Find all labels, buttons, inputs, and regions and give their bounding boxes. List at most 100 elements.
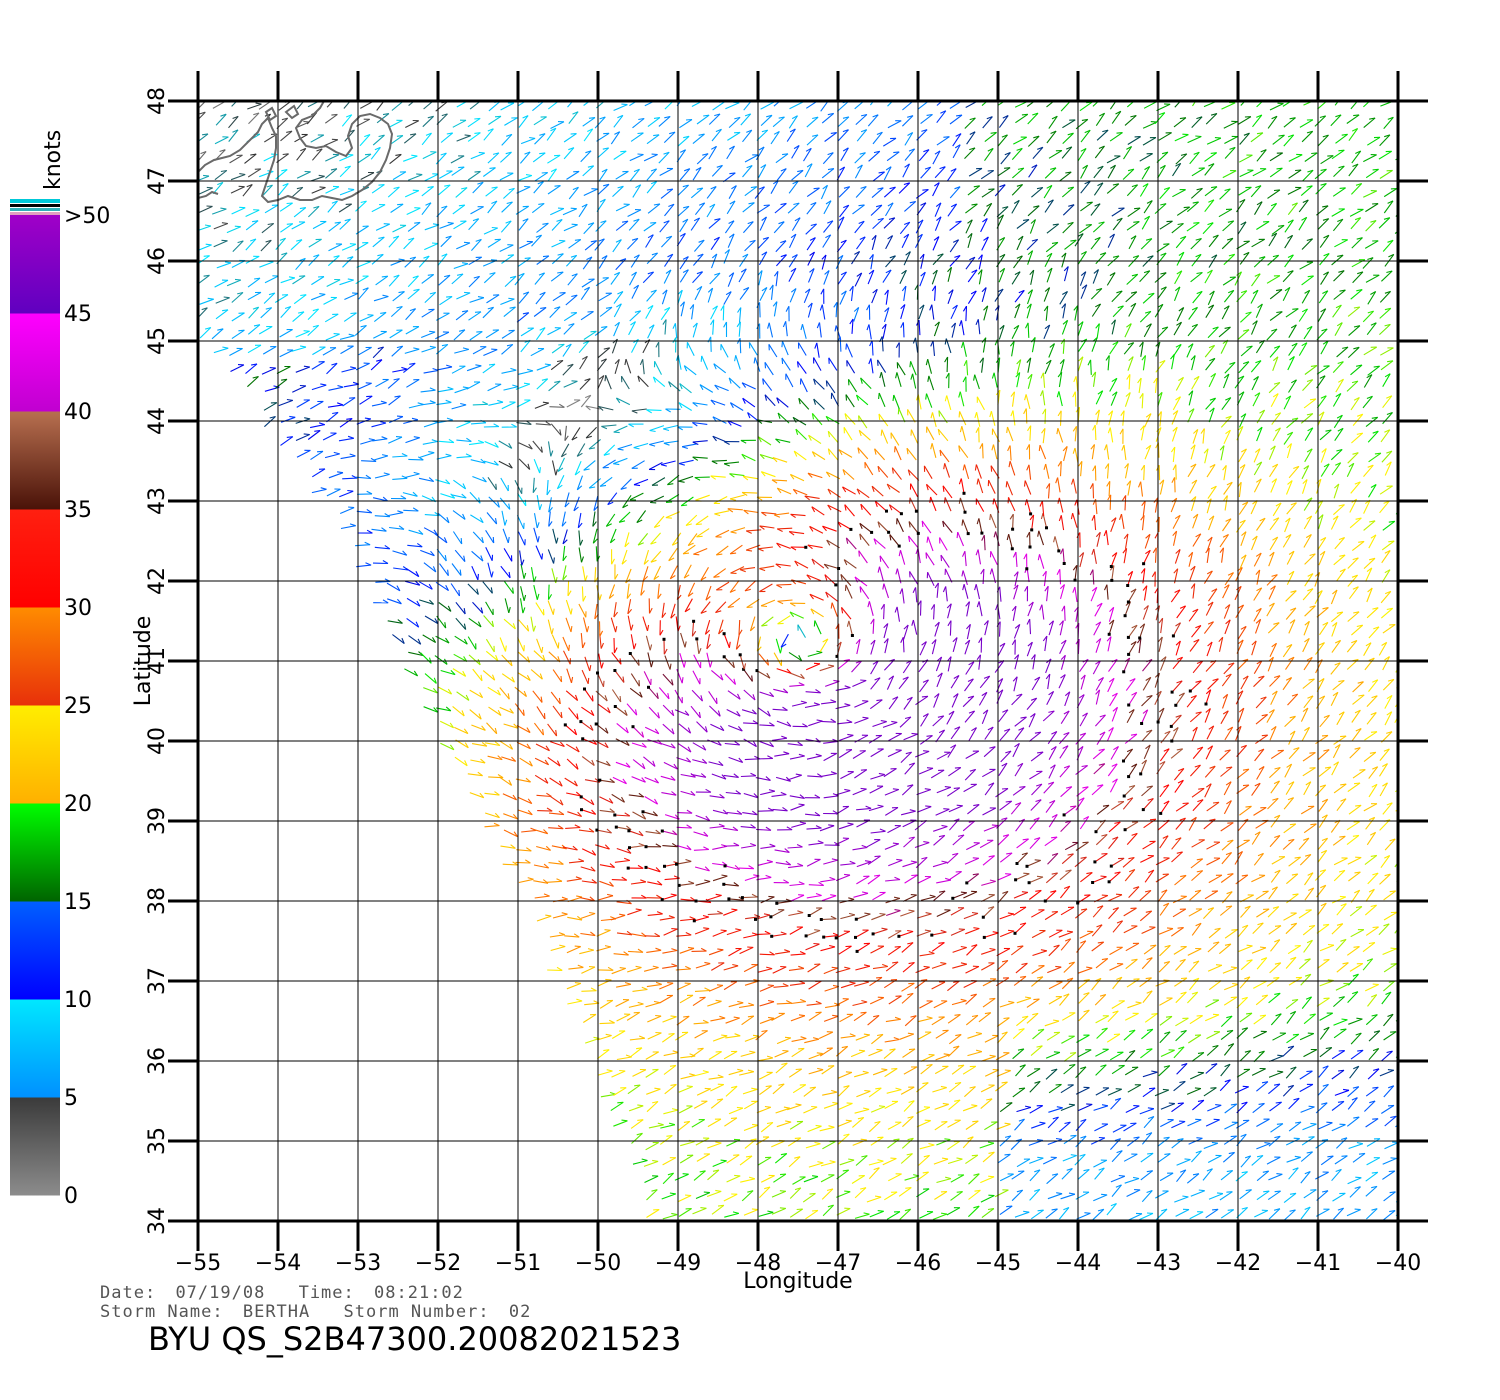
rain-flag-marker (1123, 614, 1127, 618)
wind-vector (808, 884, 824, 887)
wind-vector (1205, 601, 1214, 616)
wind-vector (1223, 1043, 1235, 1056)
wind-vector (501, 510, 506, 526)
wind-vector (1224, 1121, 1239, 1130)
wind-vector (1174, 779, 1184, 793)
wind-vector-barb (638, 792, 645, 798)
wind-vector-barb (671, 728, 675, 735)
colorbar-band-45-50 (10, 215, 60, 314)
wind-vector (1093, 1105, 1109, 1111)
wind-vector (886, 675, 895, 690)
wind-vector (1269, 767, 1281, 779)
wind-vector-barb (1304, 958, 1311, 961)
wind-vector (1176, 1158, 1191, 1166)
wind-vector (1399, 522, 1409, 534)
wind-vector (581, 880, 597, 884)
wind-vector (807, 1125, 822, 1133)
wind-vector-barb (960, 945, 967, 949)
wind-vector (1236, 839, 1250, 849)
wind-vector-barb (733, 882, 740, 887)
wind-vector (1401, 558, 1411, 569)
wind-vector-barb (844, 1190, 851, 1193)
wind-vector (1266, 977, 1280, 987)
wind-vector-barb (1309, 605, 1316, 608)
wind-vector (1379, 763, 1388, 777)
wind-vector (1176, 605, 1187, 619)
wind-vector (902, 894, 917, 902)
wind-vector (807, 963, 821, 973)
wind-vector-barb (863, 1212, 870, 1215)
wind-vector (821, 1188, 834, 1200)
wind-vector (1383, 1013, 1394, 1027)
wind-vector (999, 800, 1013, 811)
wind-vector (1319, 1012, 1333, 1021)
wind-vector (1120, 514, 1125, 529)
wind-vector (1366, 1138, 1381, 1147)
wind-vector (1142, 798, 1154, 810)
wind-vector (1366, 1157, 1381, 1166)
wind-vector (1251, 874, 1266, 883)
wind-vector-barb (876, 1033, 884, 1037)
wind-vector (1414, 786, 1427, 793)
rain-flag-marker (887, 530, 891, 534)
wind-vector-barb (1146, 729, 1153, 733)
wind-vector (692, 742, 707, 751)
wind-vector-barb (683, 1015, 690, 1018)
wind-vector-barb (825, 591, 829, 598)
wind-vector (1172, 656, 1184, 670)
wind-vector-barb (1368, 657, 1375, 662)
wind-vector-barb (1080, 1066, 1087, 1070)
wind-vector (729, 494, 745, 500)
wind-vector-barb (1051, 1068, 1058, 1072)
wind-vector-barb (912, 587, 917, 594)
wind-vector-barb (861, 844, 868, 848)
wind-vector (597, 1034, 612, 1041)
wind-vector (1028, 876, 1044, 884)
wind-vector (1186, 695, 1197, 708)
wind-vector-barb (1161, 1208, 1168, 1212)
wind-vector (1105, 530, 1109, 546)
wind-vector (1303, 1013, 1316, 1025)
wind-vector (739, 946, 754, 955)
wind-vector (773, 985, 789, 988)
wind-vector (979, 1142, 995, 1149)
wind-vector-barb (1340, 1028, 1347, 1031)
wind-vector-barb (1342, 962, 1349, 965)
wind-vector (566, 758, 579, 770)
rain-flag-marker (1169, 724, 1173, 728)
wind-vector (1058, 732, 1070, 745)
wind-vector (482, 670, 496, 681)
wind-vector-barb (832, 1101, 839, 1104)
wind-vector (910, 483, 919, 498)
wind-vector-barb (525, 859, 531, 864)
wind-vector (919, 679, 929, 693)
wind-vector-barb (880, 720, 887, 723)
wind-vector-barb (619, 967, 626, 969)
wind-vector-barb (1307, 872, 1314, 876)
wind-vector (998, 709, 1009, 723)
wind-vector-barb (956, 532, 959, 539)
wind-vector (645, 1051, 659, 1060)
wind-vector (423, 706, 438, 713)
wind-vector-barb (1226, 1029, 1234, 1032)
wind-vector (1304, 887, 1315, 901)
wind-vector-barb (798, 753, 805, 757)
wind-vector (903, 624, 909, 640)
wind-vector (1347, 1177, 1362, 1185)
wind-vector-barb (860, 1138, 867, 1141)
wind-vector (582, 738, 597, 746)
wind-vector (649, 495, 665, 503)
wind-vector (1346, 821, 1360, 831)
wind-vector (1240, 675, 1249, 690)
wind-vector (499, 687, 510, 700)
wind-vector (1191, 727, 1198, 742)
wind-vector (1350, 929, 1365, 938)
wind-vector-barb (609, 778, 615, 783)
wind-vector (851, 660, 863, 673)
wind-vector-barb (458, 589, 461, 597)
wind-vector (690, 1047, 704, 1058)
wind-vector (1190, 1190, 1205, 1197)
wind-vector-barb (670, 1015, 677, 1018)
wind-vector (885, 1018, 901, 1023)
wind-vector-barb (1238, 707, 1245, 713)
